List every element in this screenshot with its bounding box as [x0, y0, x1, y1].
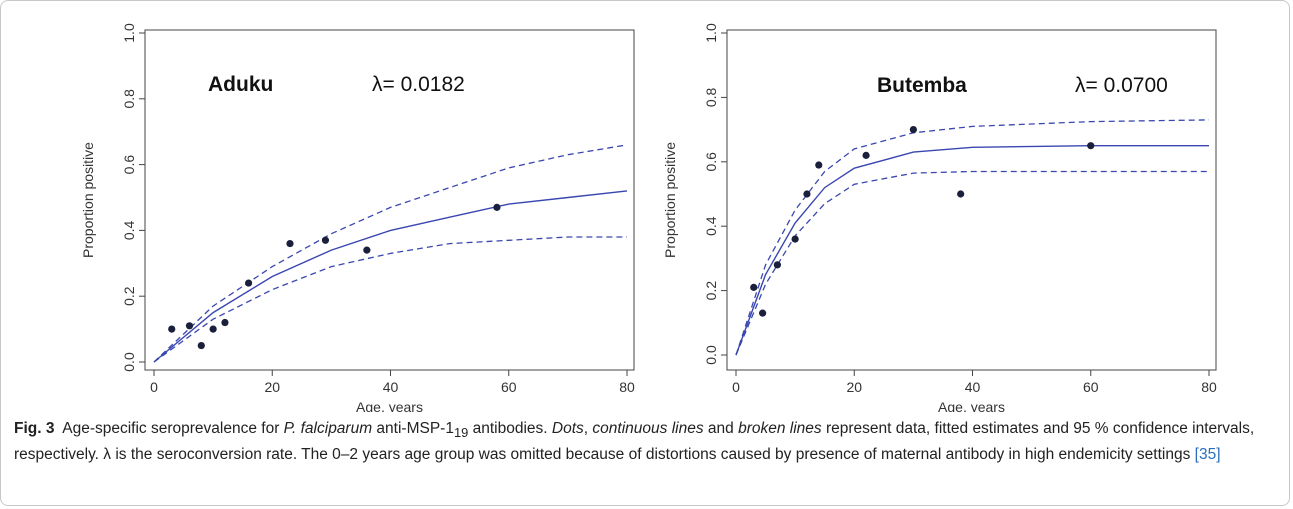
x-tick-label: 60: [501, 379, 517, 395]
lambda-annotation: λ= 0.0182: [372, 73, 465, 96]
chart-aduku: 0 20 40 60 80 0.0 0.2 0.4 0.6 0.8 1.0 Age, years Pro…: [80, 23, 635, 412]
caption-subscript: 19: [453, 425, 469, 441]
y-tick-label: 0.4: [121, 220, 137, 240]
data-point: [862, 151, 870, 159]
caption-broken: broken lines: [738, 420, 822, 437]
caption-text: antibodies.: [468, 420, 552, 437]
reference-link[interactable]: [35]: [1194, 446, 1221, 464]
data-point: [493, 203, 501, 211]
data-point: [321, 236, 330, 244]
y-tick-label: 1.0: [703, 23, 719, 43]
ci-lower-line: [153, 236, 627, 363]
y-axis-label: Proportion positive: [662, 142, 678, 258]
data-point: [221, 318, 229, 327]
x-tick-label: 40: [383, 379, 399, 395]
data-point: [759, 309, 767, 317]
y-tick-label: 0.2: [121, 286, 137, 306]
x-tick-label: 60: [1083, 379, 1099, 395]
lambda-annotation: λ= 0.0700: [1075, 74, 1168, 97]
data-point: [209, 325, 217, 333]
caption-text: ,: [583, 420, 593, 437]
data-point: [197, 341, 205, 350]
y-tick-label: 0.8: [121, 89, 137, 109]
x-tick-label: 20: [264, 379, 280, 395]
data-point: [791, 235, 799, 243]
x-axis-label: Age, years: [356, 399, 423, 412]
caption-text: and: [703, 420, 739, 437]
plot-frame: [144, 29, 635, 371]
data-point: [750, 283, 758, 291]
data-point: [909, 126, 917, 134]
caption-dots: Dots: [551, 420, 584, 437]
x-tick-label: 80: [1201, 379, 1217, 395]
x-tick-label: 40: [965, 379, 981, 395]
x-tick-label: 20: [846, 379, 862, 395]
data-point: [363, 246, 371, 254]
caption-species: P. falciparum: [283, 420, 373, 437]
figure-label: Fig. 3: [14, 420, 55, 437]
fitted-line: [153, 190, 628, 363]
ci-upper-line: [153, 144, 628, 363]
ci-lower-line: [735, 170, 1209, 356]
x-tick-label: 0: [732, 379, 740, 395]
y-tick-label: 0.4: [703, 216, 719, 236]
y-tick-label: 0.6: [121, 155, 137, 175]
data-point: [957, 190, 965, 198]
y-tick-label: 0.2: [703, 281, 719, 301]
x-axis-label: Age, years: [938, 399, 1005, 412]
caption-continuous: continuous lines: [592, 420, 704, 437]
y-tick-label: 0.0: [121, 352, 137, 372]
data-point: [803, 190, 811, 198]
plot-frame: [726, 29, 1217, 371]
ci-upper-line: [735, 119, 1210, 356]
data-point: [773, 261, 781, 269]
figure-caption: Fig. 3 Age-specific seroprevalence for P…: [14, 418, 1280, 466]
y-axis-label: Proportion positive: [80, 142, 96, 258]
y-tick-label: 0.0: [703, 345, 719, 365]
data-point: [168, 325, 176, 333]
data-point: [185, 322, 194, 330]
y-tick-label: 0.8: [703, 87, 719, 107]
data-point: [245, 279, 253, 287]
data-point: [815, 161, 823, 169]
x-tick-label: 80: [619, 379, 635, 395]
caption-text: represent data, fitted estimates and 95 …: [14, 420, 1255, 464]
y-tick-label: 0.6: [703, 152, 719, 172]
caption-text: anti-MSP-1: [372, 420, 454, 437]
data-point: [286, 239, 294, 248]
y-tick-label: 1.0: [121, 23, 137, 43]
x-tick-label: 0: [150, 379, 158, 395]
site-title: Aduku: [208, 73, 273, 96]
chart-butemba: 0 20 40 60 80 0.0 0.2 0.4 0.6 0.8 1.0 Age, years Pro…: [662, 23, 1217, 412]
caption-text: Age-specific seroprevalence for: [62, 420, 284, 437]
fitted-line: [735, 145, 1209, 356]
data-point: [1087, 142, 1095, 150]
site-title: Butemba: [877, 74, 967, 97]
